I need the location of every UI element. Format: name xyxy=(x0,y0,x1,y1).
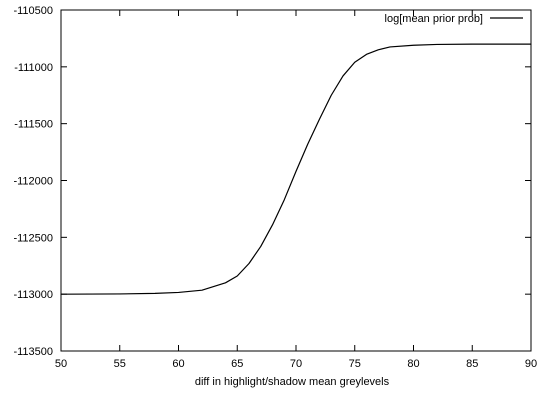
y-tick-label: -111500 xyxy=(14,119,53,131)
x-tick-label: 55 xyxy=(114,358,126,370)
legend-label: log[mean prior prob] xyxy=(385,13,483,25)
y-tick-label: -111000 xyxy=(14,62,53,74)
x-tick-label: 65 xyxy=(231,358,243,370)
y-tick-label: -110500 xyxy=(13,5,53,17)
x-tick-label: 85 xyxy=(466,358,478,370)
plot-frame xyxy=(60,9,532,352)
x-axis-label: diff in highlight/shadow mean greylevels xyxy=(195,376,390,388)
x-tick-label: 75 xyxy=(349,358,361,370)
y-tick-label: -113500 xyxy=(13,346,53,358)
y-tick-label: -112000 xyxy=(13,176,53,188)
y-tick-label: -113000 xyxy=(13,289,53,301)
x-tick-label: 90 xyxy=(525,358,537,370)
x-tick-label: 50 xyxy=(55,358,67,370)
x-tick-label: 80 xyxy=(407,358,419,370)
x-tick-label: 60 xyxy=(172,358,184,370)
y-tick-label: -112500 xyxy=(13,232,53,244)
series-line xyxy=(60,43,532,295)
x-tick-label: 70 xyxy=(290,358,302,370)
